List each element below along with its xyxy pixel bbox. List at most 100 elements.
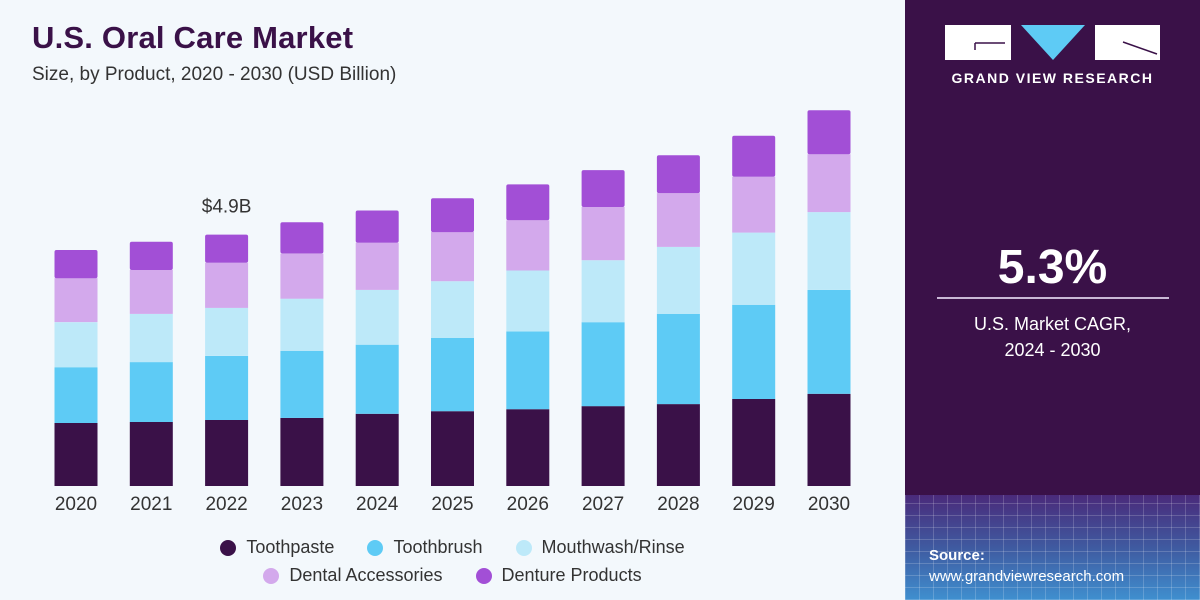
bar-mouthwash-rinse-2030 [807,212,851,290]
chart-panel: U.S. Oral Care Market Size, by Product, … [0,20,905,589]
x-tick-label: 2027 [582,494,624,515]
bar-stack-2020 [54,250,98,486]
bar-toothpaste-2029 [732,399,776,486]
bar-mouthwash-rinse-2020 [54,322,98,368]
stacked-bar-chart: 2020 2021 2022 $4.9B 2023 2024 2025 2026 2027 202… [54,110,851,515]
cagr-label: U.S. Market CAGR, 2024 - 2030 [905,311,1200,363]
bar-dental-accessories-2025 [431,232,474,282]
bar-stack-2021 [129,241,173,486]
bar-toothbrush-2029 [732,304,776,399]
bar-stack-2026 [506,184,550,486]
bar-stack-2029 [732,135,776,486]
bar-toothpaste-2028 [656,404,700,486]
bar-toothbrush-2030 [807,289,851,394]
legend-label: Denture Products [501,565,642,585]
bar-dental-accessories-2023 [280,253,324,299]
chart-title: U.S. Oral Care Market [32,20,354,55]
grand-view-research-logo [945,25,1160,60]
bar-stack-2027 [581,170,625,486]
x-tick-label: 2020 [55,494,97,515]
bar-toothbrush-2027 [581,322,625,407]
brand-name: GRAND VIEW RESEARCH [951,70,1154,86]
cagr-label-line2: 2024 - 2030 [1004,340,1101,360]
bar-stack-2025 [431,198,474,486]
bar-toothpaste-2020 [54,423,98,486]
legend-label: Dental Accessories [289,565,443,585]
bar-mouthwash-rinse-2027 [581,260,625,323]
bar-denture-products-2020 [54,250,98,279]
bar-dental-accessories-2030 [807,154,851,213]
bar-denture-products-2026 [506,184,550,221]
x-tick-label: 2026 [507,494,549,515]
bar-stack-2024 [355,210,399,486]
legend-item-dental-accessories: Dental Accessories [263,565,442,586]
bar-toothbrush-2025 [431,338,474,412]
bar-toothbrush-2021 [129,362,173,422]
bar-denture-products-2022 [205,234,249,263]
bar-dental-accessories-2024 [355,242,399,290]
info-sidebar: GRAND VIEW RESEARCH 5.3% U.S. Market CAG… [905,0,1200,600]
legend-label: Toothbrush [393,537,483,557]
bar-mouthwash-rinse-2028 [656,246,700,314]
legend-swatch-dental-accessories [263,567,280,584]
bar-mouthwash-rinse-2022 [205,307,249,356]
bar-dental-accessories-2029 [732,176,776,233]
bar-toothpaste-2027 [581,406,625,486]
x-tick-label: 2029 [733,494,775,515]
bar-mouthwash-rinse-2026 [506,270,550,332]
bar-dental-accessories-2027 [581,207,625,261]
legend-row-1: Toothpaste Toothbrush Mouthwash/Rinse [0,537,905,561]
bar-stack-2028 [656,155,700,486]
bar-denture-products-2025 [431,198,474,233]
data-label: $4.9B [202,197,252,218]
legend-row-2: Dental Accessories Denture Products [0,565,905,589]
legend-swatch-mouthwash [515,539,532,556]
bar-denture-products-2021 [129,241,173,270]
x-tick-label: 2024 [356,494,399,515]
bar-toothbrush-2026 [506,331,550,410]
x-tick-label: 2025 [431,494,473,515]
legend-item-toothbrush: Toothbrush [367,537,483,558]
cagr-value: 5.3% [997,241,1108,294]
bar-denture-products-2027 [581,170,625,207]
bar-denture-products-2028 [656,155,700,194]
x-tick-label: 2030 [808,494,850,515]
bar-toothbrush-2023 [280,350,324,418]
bar-mouthwash-rinse-2025 [431,281,474,338]
bar-toothpaste-2026 [506,409,550,486]
bar-toothpaste-2022 [205,420,249,486]
bar-toothpaste-2021 [129,422,173,486]
bar-dental-accessories-2022 [205,262,249,308]
bar-denture-products-2029 [732,135,776,177]
bar-mouthwash-rinse-2029 [732,232,776,305]
legend-swatch-toothbrush [367,539,384,556]
legend-swatch-denture-products [475,567,492,584]
source-label: Source: [929,547,985,564]
source-url[interactable]: www.grandviewresearch.com [929,568,1125,585]
legend-item-mouthwash: Mouthwash/Rinse [515,537,685,558]
bar-dental-accessories-2020 [54,278,98,323]
legend-item-denture-products: Denture Products [475,565,642,586]
bar-toothbrush-2020 [54,367,98,423]
bar-toothbrush-2022 [205,356,249,420]
chart-subtitle: Size, by Product, 2020 - 2030 (USD Billi… [32,64,397,85]
x-tick-label: 2023 [281,494,323,515]
bar-stack-2022 [205,234,249,486]
bar-toothbrush-2024 [355,344,399,414]
divider [937,297,1169,299]
bar-stack-2030 [807,110,851,486]
legend-label: Mouthwash/Rinse [541,537,685,557]
legend-swatch-toothpaste [220,539,237,556]
source-block: Source: www.grandviewresearch.com [929,545,1124,587]
bar-dental-accessories-2021 [129,269,173,314]
bar-toothpaste-2025 [431,411,474,486]
legend-item-toothpaste: Toothpaste [220,537,334,558]
bar-stack-2023 [280,222,324,486]
bar-mouthwash-rinse-2024 [355,289,399,345]
bar-toothbrush-2028 [656,314,700,405]
bar-mouthwash-rinse-2021 [129,314,173,363]
legend-label: Toothpaste [246,537,335,557]
bar-mouthwash-rinse-2023 [280,298,324,351]
bar-dental-accessories-2026 [506,220,550,271]
bar-toothpaste-2023 [280,417,324,486]
